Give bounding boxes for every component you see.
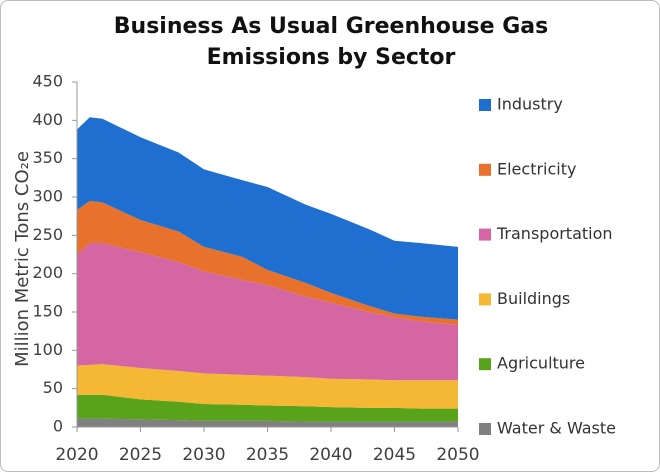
x-tick-label: 2025 <box>119 445 162 465</box>
x-tick-label: 2030 <box>182 445 225 465</box>
y-tick-label: 0 <box>53 417 63 436</box>
legend-swatch <box>479 228 491 241</box>
legend-swatch <box>479 423 491 435</box>
area <box>77 117 458 320</box>
legend-label: Electricity <box>497 159 576 178</box>
chart-title: Business As Usual Greenhouse Gas Emissio… <box>113 14 549 70</box>
y-tick-label: 300 <box>32 187 63 206</box>
legend-swatch <box>479 293 491 306</box>
area <box>77 418 458 427</box>
x-tick-label: 2040 <box>309 445 352 465</box>
x-tick-label: 2035 <box>246 445 289 465</box>
legend-label: Transportation <box>496 224 613 243</box>
y-tick-label: 200 <box>32 263 63 282</box>
x-tick-label: 2050 <box>436 445 479 465</box>
y-tick-label: 50 <box>43 378 63 397</box>
y-axis-label: Million Metric Tons CO₂e <box>12 151 33 367</box>
y-tick-label: 400 <box>32 110 63 129</box>
legend-label: Water & Waste <box>497 419 616 438</box>
y-tick-label: 450 <box>32 72 63 91</box>
area <box>77 394 458 422</box>
y-tick-label: 150 <box>32 302 63 321</box>
legend-label: Industry <box>497 95 563 114</box>
legend-swatch <box>479 163 491 176</box>
legend-label: Agriculture <box>497 354 585 373</box>
x-tick-label: 2020 <box>55 445 98 465</box>
legend-label: Buildings <box>497 289 570 308</box>
legend-swatch <box>479 99 491 111</box>
y-tick-label: 100 <box>32 340 63 359</box>
area <box>77 200 458 326</box>
area <box>77 243 458 381</box>
y-tick-label: 350 <box>32 148 63 167</box>
x-tick-label: 2045 <box>373 445 416 465</box>
y-tick-label: 250 <box>32 225 63 244</box>
legend-swatch <box>479 358 491 371</box>
area <box>77 364 458 409</box>
